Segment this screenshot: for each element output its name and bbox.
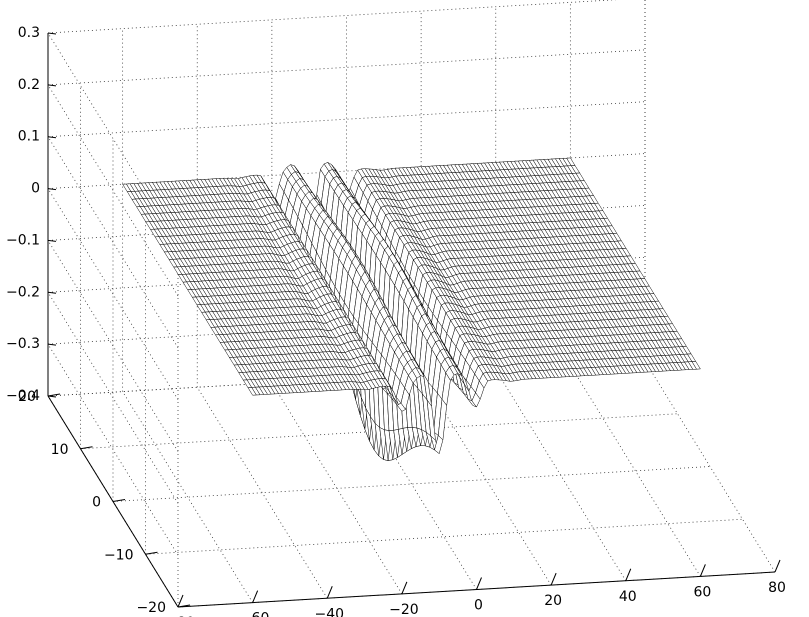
y-tick-label: 20 — [18, 389, 36, 405]
y-tick-label: −10 — [104, 547, 134, 563]
x-tick-label: −40 — [314, 606, 344, 617]
y-tick-label: 0 — [92, 495, 101, 511]
y-tick-label: 10 — [51, 442, 69, 458]
grid-line — [570, 365, 701, 577]
grid-line — [47, 101, 646, 138]
grid-line — [47, 292, 179, 504]
x-tick-label: 80 — [768, 580, 786, 596]
x-tick-label: −60 — [240, 611, 270, 617]
z-tick-label: 0.1 — [18, 129, 40, 145]
x-tick-label: 20 — [544, 593, 562, 609]
surface-mesh — [122, 157, 701, 461]
grid-line — [47, 0, 618, 34]
z-tick-label: −0.3 — [6, 336, 40, 352]
grid-line — [145, 518, 743, 555]
y-tick — [177, 604, 191, 608]
y-tick — [47, 393, 61, 397]
z-tick — [47, 188, 57, 191]
x-tick — [326, 586, 333, 599]
z-tick — [47, 32, 57, 35]
grid-line — [644, 360, 776, 573]
x-tick-label: 60 — [693, 584, 711, 600]
x-tick — [699, 564, 706, 577]
z-tick-label: 0 — [31, 181, 40, 197]
x-axis-ticks: −80 −60 −40 −20 0 20 40 60 80 — [165, 559, 786, 617]
z-tick-label: 0.2 — [18, 77, 40, 93]
y-tick — [80, 446, 93, 450]
z-tick-label: −0.4 — [6, 388, 40, 404]
x-tick — [476, 577, 482, 590]
surface-cell — [691, 361, 701, 370]
grid-line — [196, 387, 328, 599]
z-tick — [47, 395, 57, 398]
z-tick — [47, 343, 57, 346]
y-tick — [112, 499, 126, 502]
x-tick-label: −80 — [165, 615, 195, 617]
y-tick — [145, 551, 158, 555]
z-tick-label: 0.3 — [18, 25, 40, 41]
z-tick — [47, 239, 57, 242]
z-tick — [47, 84, 57, 87]
z-tick — [47, 136, 57, 139]
z-tick-label: −0.2 — [6, 284, 40, 300]
x-tick — [401, 581, 408, 595]
y-tick-label: −20 — [136, 600, 166, 616]
z-axis-ticks: −0.4 −0.3 −0.2 −0.1 0 0.1 0.2 0.3 — [6, 25, 57, 404]
x-tick-label: 0 — [474, 598, 483, 614]
x-tick — [625, 568, 632, 581]
z-tick — [47, 291, 57, 294]
x-tick-label: 40 — [619, 589, 637, 605]
y-axis-ticks: −20 −10 0 10 20 — [18, 389, 191, 616]
grid-line — [47, 49, 646, 86]
x-tick — [774, 559, 781, 573]
x-tick — [177, 594, 184, 608]
x-tick — [550, 572, 557, 586]
z-tick-label: −0.1 — [6, 232, 40, 248]
x-tick-label: −20 — [389, 602, 419, 617]
grid-line — [47, 240, 179, 452]
grid-line — [112, 466, 711, 502]
x-tick — [252, 590, 259, 603]
